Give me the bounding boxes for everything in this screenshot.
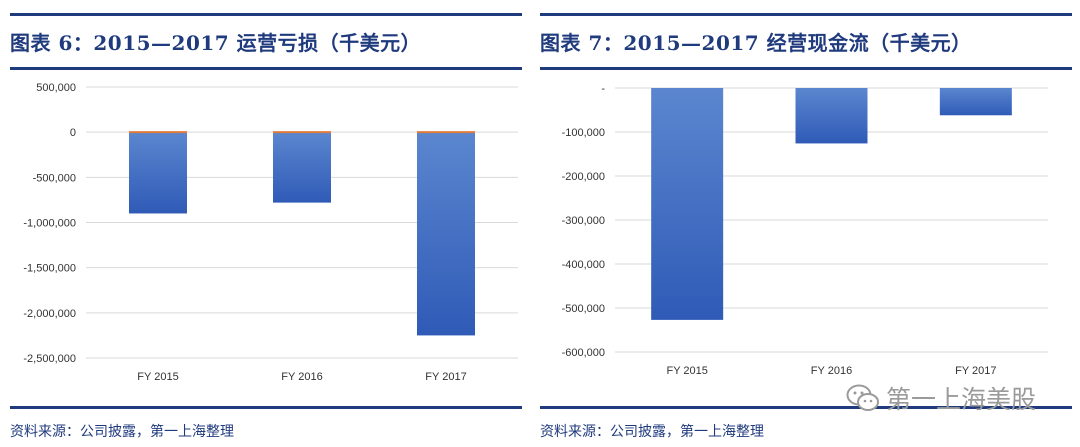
bar-fy-2016 [273, 132, 331, 203]
watermark: 第一上海美股 [846, 380, 1036, 416]
bar-fy-2017 [939, 88, 1012, 116]
bar-fy-2015 [651, 88, 724, 320]
watermark-text: 第一上海美股 [886, 385, 1037, 414]
right-chart-title: 图表 7：2015—2017 经营现金流（千美元） [540, 31, 972, 55]
wechat-icon [846, 384, 879, 411]
right-source-note: 资料来源：公司披露，第一上海整理 [540, 424, 764, 440]
x-tick-label: FY 2015 [666, 365, 707, 377]
y-tick-label: -500,000 [33, 172, 76, 184]
x-tick-label: FY 2017 [425, 371, 466, 383]
y-tick-label: -2,000,000 [23, 308, 76, 320]
left-source-note: 资料来源：公司披露，第一上海整理 [10, 424, 234, 440]
y-tick-label: -1,500,000 [23, 263, 76, 275]
left-bottom-rule [10, 406, 522, 409]
y-tick-label: -300,000 [562, 215, 605, 227]
y-tick-label: -400,000 [562, 259, 605, 271]
bar-fy-2015 [129, 132, 187, 214]
right-top-rule [540, 13, 1072, 16]
bar-fy-2016 [795, 88, 868, 144]
x-tick-label: FY 2016 [811, 365, 852, 377]
left-chart-title: 图表 6：2015—2017 运营亏损（千美元） [10, 31, 422, 55]
y-tick-label: -600,000 [562, 347, 605, 359]
x-tick-label: FY 2015 [137, 371, 178, 383]
left-top-rule [10, 13, 522, 16]
y-tick-label: -200,000 [562, 171, 605, 183]
y-tick-label: -2,500,000 [23, 353, 76, 365]
operating-loss-chart: 500,000 0 -500,000 -1,000,000 -1,500,000 -2,0… [23, 82, 518, 383]
left-title-rule [10, 67, 522, 70]
y-tick-label: 0 [70, 127, 76, 139]
x-tick-label: FY 2016 [281, 371, 322, 383]
y-tick-label: - [601, 83, 605, 95]
y-tick-label: 500,000 [36, 82, 76, 94]
right-title-rule [540, 67, 1072, 70]
operating-cash-flow-chart: - -100,000 -200,000 -300,000 -400,000 -500,00… [562, 83, 1048, 377]
bar-fy-2017 [417, 132, 475, 336]
y-tick-label: -500,000 [562, 303, 605, 315]
x-tick-label: FY 2017 [955, 365, 996, 377]
y-tick-label: -100,000 [562, 127, 605, 139]
y-tick-label: -1,000,000 [23, 218, 76, 230]
right-bottom-rule [540, 406, 1072, 409]
